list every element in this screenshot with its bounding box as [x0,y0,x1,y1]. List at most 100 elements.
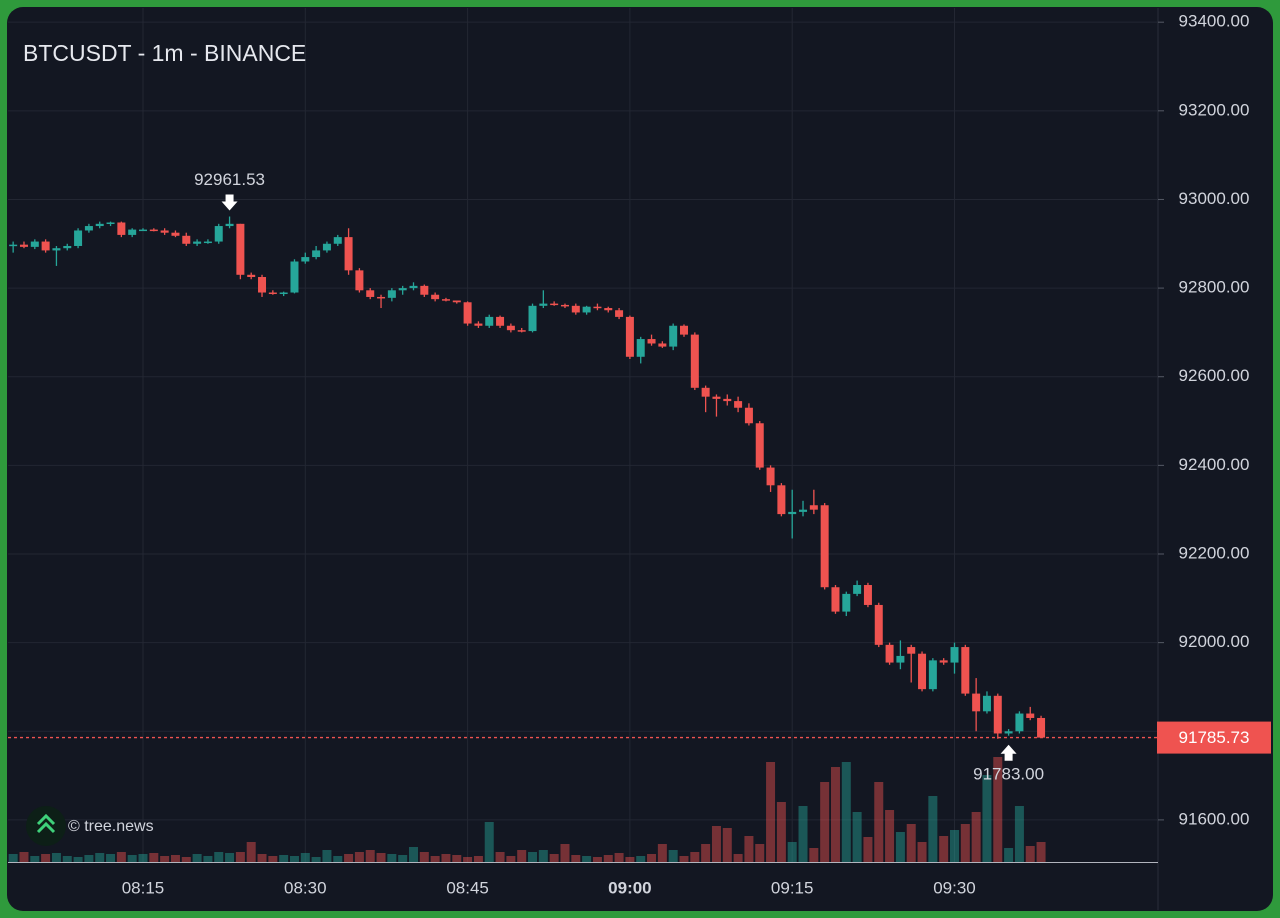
volume-bar [84,855,94,862]
volume-bar [289,856,299,862]
annotation-label: 91783.00 [973,764,1044,783]
volume-bar [484,822,494,862]
candle-body [30,241,39,247]
volume-bar [885,810,895,862]
y-tick-label: 92600.00 [1179,366,1250,385]
volume-bar [8,854,18,862]
candle-body [290,261,299,293]
candle-body [647,339,656,344]
candle-body [939,660,948,663]
candle-body [896,655,905,663]
candle-body [669,325,678,347]
candle-body [139,229,147,232]
candle-body [690,334,699,388]
volume-bar [679,856,689,862]
watermark: © tree.news [68,818,154,835]
candle-body [1004,731,1013,734]
y-tick-label: 92400.00 [1179,455,1250,474]
candle-body [615,310,624,317]
volume-bar [744,836,754,862]
candle-body [214,226,223,242]
y-tick-label: 93200.00 [1179,100,1250,119]
volume-bar [766,762,776,862]
grid [8,8,1158,862]
volume-bar [1036,842,1046,862]
candle-body [831,587,840,612]
volume-bar [430,856,440,862]
volume-bar [30,856,40,862]
logo-icon [36,813,56,834]
marker-arrow [221,194,238,211]
candle-body [117,222,126,235]
volume-bar [473,856,483,862]
volume-bar [625,857,635,862]
candle-body [496,316,505,326]
candle-body [1026,713,1035,718]
volume-bar [939,836,949,862]
candle-body [160,230,169,233]
volume-bar [333,856,343,862]
candle-body [528,305,537,332]
marker-arrow [1000,744,1017,761]
candle-body [398,288,407,291]
volume-bar [300,853,310,862]
candle-body [95,223,104,227]
volume-bar [636,856,646,862]
candle-body [247,274,256,278]
candle-body [171,232,180,236]
volume-bar [495,852,505,862]
candle-body [355,270,364,291]
candle-body [625,316,634,357]
volume-bar [560,844,570,862]
candle-body [928,660,937,690]
volume-bar [344,854,354,862]
volume-bar [852,812,862,862]
volume-bar [170,855,180,862]
volume-bar [1014,806,1024,862]
volume-bar [874,782,884,862]
y-tick-label: 92200.00 [1179,543,1250,562]
chart-title: BTCUSDT - 1m - BINANCE [23,40,306,66]
volume-bar [906,824,916,862]
volume-bar [733,854,743,862]
volume-bar [181,857,191,862]
volume-bar [582,856,592,862]
volume-bar [722,828,732,862]
volume-bar [895,832,905,862]
candle-body [982,695,991,712]
candle-body [474,323,483,326]
candle-body [863,585,872,605]
volume-bar [235,852,245,862]
candle-body [744,407,753,424]
volume-bar [830,767,840,862]
candle-body [333,237,342,244]
candle-body [582,306,591,313]
volume-bar [419,852,429,862]
candle-body [203,241,212,244]
candle-body [755,423,764,468]
last-price-label: 91785.73 [1179,728,1250,747]
volume-bar [41,854,51,862]
candle-body [268,292,277,295]
candle-body [961,647,970,694]
candle-body [463,302,472,324]
volume-bar [246,842,256,862]
candle-body [777,485,786,515]
candle-body [593,306,602,309]
candle-body [918,653,927,690]
volume-bar [549,854,559,862]
annotation-label: 92961.53 [194,170,265,189]
labels: 91600.0091800.0092000.0092200.0092400.00… [122,12,1271,897]
candle-body [539,303,548,306]
x-tick-label: 08:45 [446,878,489,897]
last-price-box [1157,721,1271,754]
candle-body [193,241,202,244]
volume-bar [192,854,202,862]
volume-bar [398,855,408,862]
volume-bar [51,853,61,862]
candle-body [19,244,28,247]
volume-bar [62,856,72,862]
candle-body [41,241,50,251]
y-tick-label: 91600.00 [1179,809,1250,828]
